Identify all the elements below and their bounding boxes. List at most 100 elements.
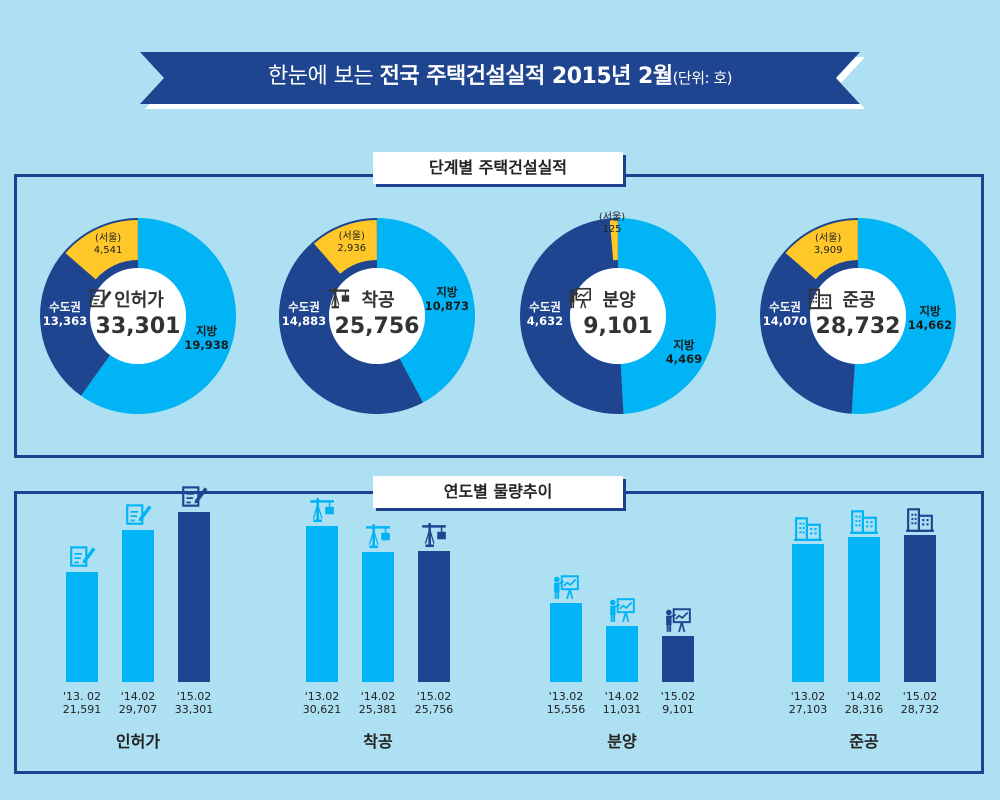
title-main: 전국 주택건설실적 2015년 2월 — [379, 64, 673, 89]
bar-label: '13.02 27,103 — [778, 690, 838, 716]
donut-center: 착공 25,756 — [327, 286, 427, 339]
presenter-icon — [552, 573, 580, 605]
bar — [122, 530, 154, 682]
donut-label-seoul: (서울) 4,541 — [78, 233, 138, 257]
bar-value: 11,031 — [602, 703, 642, 716]
title-banner — [140, 52, 865, 109]
donut-stage-name: 인허가 — [114, 290, 164, 311]
donut-label-local: 지방 14,662 — [900, 304, 960, 332]
bar-label: '15.02 28,732 — [890, 690, 950, 716]
donut-segment-metro — [279, 218, 424, 414]
stage-section-title: 단계별 주택건설실적 — [373, 152, 623, 184]
building-icon — [906, 505, 934, 537]
donut-segment-seoul — [609, 220, 618, 261]
bar-category: '14.02 — [604, 690, 640, 703]
donut-label-local: 지방 4,469 — [654, 338, 714, 366]
bar-value: 30,621 — [302, 703, 342, 716]
donut-label-metro: 수도권 14,883 — [274, 300, 334, 328]
donut-stage-name: 준공 — [842, 290, 876, 311]
donut-label-local: 지방 19,938 — [177, 324, 237, 352]
local-value: 10,873 — [424, 298, 470, 313]
bar-category: '15.02 — [176, 690, 212, 703]
bar — [662, 635, 694, 682]
bar-category: '15.02 — [660, 690, 696, 703]
bar-value: 21,591 — [62, 703, 102, 716]
bar-label: '13. 02 21,591 — [52, 690, 112, 716]
bar-value: 27,103 — [788, 703, 828, 716]
bar-category: '14.02 — [846, 690, 882, 703]
seoul-name: (서울) — [815, 233, 842, 245]
bar-category: '14.02 — [120, 690, 156, 703]
donut-segment-local — [81, 218, 236, 414]
donut-label-metro: 수도권 4,632 — [515, 300, 575, 328]
bar-value: 25,381 — [358, 703, 398, 716]
donut-segment-local — [377, 218, 476, 403]
bar — [66, 571, 98, 682]
seoul-name: (서울) — [338, 230, 365, 242]
donut-center: 분양 9,101 — [568, 286, 668, 339]
seoul-value: 125 — [602, 224, 622, 235]
donut-label-seoul: (서울) 3,909 — [798, 233, 858, 257]
local-name: 지방 — [436, 284, 458, 299]
crane-icon — [420, 521, 448, 553]
bar-label: '14.02 28,316 — [834, 690, 894, 716]
permit-icon — [180, 482, 208, 514]
local-value: 4,469 — [665, 352, 703, 366]
donut-total: 28,732 — [815, 314, 901, 339]
local-value: 19,938 — [184, 337, 229, 352]
bar — [418, 550, 450, 682]
bar-value: 9,101 — [662, 703, 694, 716]
donut-total: 33,301 — [95, 314, 181, 339]
local-value: 14,662 — [907, 318, 953, 333]
bar-label: '13.02 30,621 — [292, 690, 352, 716]
bar-value: 29,707 — [118, 703, 158, 716]
donut-segment-seoul — [65, 220, 138, 280]
donut-label-metro: 수도권 14,070 — [755, 300, 815, 328]
bar-value: 28,316 — [844, 703, 884, 716]
donut-center: 준공 28,732 — [808, 286, 908, 339]
donut-center-circle — [329, 268, 425, 364]
metro-name: 수도권 — [49, 300, 81, 314]
bar — [904, 535, 936, 682]
bar-category: '15.02 — [416, 690, 452, 703]
donut-stage-name: 착공 — [361, 290, 395, 311]
metro-name: 수도권 — [288, 300, 320, 314]
bar-category: '15.02 — [902, 690, 938, 703]
bar — [362, 552, 394, 682]
bar — [606, 625, 638, 682]
bar — [792, 543, 824, 682]
bar-group-name: 인허가 — [115, 732, 161, 751]
donut-center-circle — [810, 268, 906, 364]
bar-label: '14.02 29,707 — [108, 690, 168, 716]
bar-category: '13.02 — [304, 690, 340, 703]
local-name: 지방 — [919, 304, 941, 319]
donut-center-circle — [90, 268, 186, 364]
metro-name: 수도권 — [529, 300, 561, 314]
metro-value: 4,632 — [526, 314, 564, 328]
bar-category: '13. 02 — [62, 690, 101, 703]
bar-label: '14.02 11,031 — [592, 690, 652, 716]
donut-total: 9,101 — [583, 314, 653, 339]
bar-category: '13.02 — [790, 690, 826, 703]
seoul-name: (서울) — [598, 212, 626, 223]
metro-name: 수도권 — [769, 300, 801, 314]
donut-segment-seoul — [313, 220, 377, 274]
bar — [550, 602, 582, 682]
bar-label: '15.02 9,101 — [648, 690, 708, 716]
donut-segment-seoul — [785, 220, 858, 280]
bar-label: '15.02 33,301 — [164, 690, 224, 716]
donut-segment-local — [851, 218, 956, 414]
permit-icon — [68, 542, 96, 574]
bar-value: 28,732 — [900, 703, 940, 716]
bar-group-name: 착공 — [363, 732, 393, 751]
bar — [306, 525, 338, 682]
donut-label-metro: 수도권 13,363 — [35, 300, 95, 328]
donut-label-seoul: (서울) 2,936 — [322, 231, 382, 255]
crane-icon — [364, 522, 392, 554]
crane-icon — [308, 496, 336, 528]
permit-icon — [124, 500, 152, 532]
donut-segment-metro — [759, 218, 858, 414]
trend-section-title: 연도별 물량추이 — [373, 476, 623, 508]
donut-stage-name: 분양 — [602, 290, 636, 311]
bar — [848, 537, 880, 682]
